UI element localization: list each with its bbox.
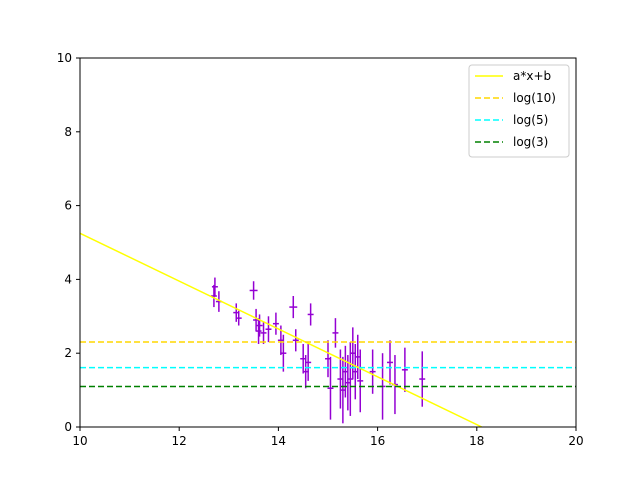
legend-entry: log(10): [475, 91, 556, 105]
data-point: [265, 316, 272, 343]
data-point: [256, 314, 263, 337]
legend-entry: a*x+b: [475, 69, 551, 83]
legend-label: log(3): [513, 135, 548, 149]
data-point: [305, 343, 312, 381]
x-tick-label: 14: [271, 434, 286, 448]
data-point: [235, 310, 242, 326]
data-point: [307, 303, 314, 326]
data-point: [211, 277, 218, 297]
x-tick-label: 20: [568, 434, 583, 448]
legend-entry: log(5): [475, 113, 548, 127]
y-tick-label: 10: [57, 51, 72, 65]
x-tick-label: 10: [72, 434, 87, 448]
x-tick-label: 12: [172, 434, 187, 448]
legend-label: log(5): [513, 113, 548, 127]
y-tick-label: 8: [64, 125, 72, 139]
x-tick-label: 16: [370, 434, 385, 448]
x-axis: 10 12 14 16 18 20: [72, 427, 584, 448]
data-point: [289, 296, 298, 319]
legend-label: log(10): [513, 91, 556, 105]
legend: a*x+b log(10) log(5) log(3): [468, 64, 570, 158]
data-point: [260, 321, 267, 344]
data-point: [210, 284, 217, 308]
data-point: [401, 347, 408, 392]
x-tick-label: 18: [469, 434, 484, 448]
plot-frame: [79, 57, 577, 428]
y-tick-label: 0: [64, 420, 72, 434]
legend-box: [468, 64, 570, 158]
data-point: [357, 349, 364, 413]
legend-entry: log(3): [475, 135, 548, 149]
y-tick-label: 6: [64, 199, 72, 213]
y-tick-label: 2: [64, 346, 72, 360]
legend-label: a*x+b: [513, 69, 551, 83]
series-layer: [80, 232, 576, 427]
data-point: [255, 318, 262, 344]
data-point: [249, 281, 258, 300]
fit-line: [80, 232, 483, 427]
data-point: [280, 334, 287, 372]
data-point: [272, 312, 279, 335]
y-tick-label: 4: [64, 272, 72, 286]
y-axis: 0 2 4 6 8 10: [57, 51, 80, 434]
data-point: [292, 329, 299, 352]
data-point: [327, 356, 334, 420]
data-point: [387, 340, 393, 385]
